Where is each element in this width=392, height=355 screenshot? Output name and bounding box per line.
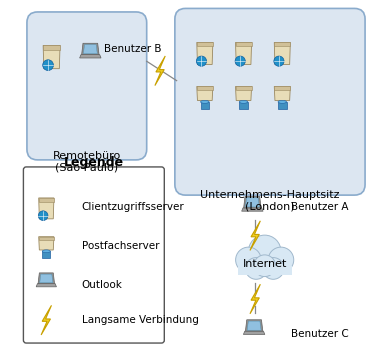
Circle shape (274, 56, 284, 66)
Ellipse shape (201, 100, 209, 103)
Circle shape (38, 211, 48, 220)
Circle shape (235, 56, 245, 66)
FancyBboxPatch shape (27, 12, 147, 160)
Polygon shape (241, 208, 263, 211)
Polygon shape (245, 198, 260, 207)
Polygon shape (155, 56, 165, 86)
Polygon shape (39, 237, 54, 250)
Ellipse shape (278, 100, 287, 103)
Polygon shape (39, 198, 54, 202)
Bar (42, 251, 50, 258)
Polygon shape (80, 55, 101, 58)
Circle shape (262, 258, 284, 279)
Circle shape (196, 56, 207, 66)
Circle shape (43, 60, 53, 71)
Ellipse shape (42, 250, 50, 253)
Polygon shape (36, 284, 56, 287)
FancyBboxPatch shape (175, 9, 365, 195)
Polygon shape (244, 196, 261, 208)
Text: Benutzer C: Benutzer C (291, 329, 349, 339)
Polygon shape (38, 273, 54, 284)
Bar (238, 266, 292, 275)
Text: Benutzer B: Benutzer B (104, 44, 162, 54)
Polygon shape (236, 87, 252, 91)
Text: Unternehmens-Hauptsitz
(London): Unternehmens-Hauptsitz (London) (200, 190, 340, 212)
Text: Benutzer A: Benutzer A (291, 202, 348, 212)
Text: Legende: Legende (64, 156, 124, 169)
Polygon shape (236, 43, 252, 47)
Polygon shape (197, 43, 213, 65)
Text: Outlook: Outlook (82, 280, 122, 290)
Bar (201, 102, 209, 109)
Polygon shape (43, 45, 60, 69)
Polygon shape (41, 305, 51, 335)
Bar (239, 102, 248, 109)
Polygon shape (274, 43, 290, 65)
Circle shape (249, 235, 281, 268)
Text: Internet: Internet (243, 259, 287, 269)
Circle shape (268, 247, 294, 273)
Polygon shape (274, 87, 290, 100)
Text: Postfachserver: Postfachserver (82, 241, 159, 251)
Polygon shape (197, 43, 213, 47)
Polygon shape (274, 43, 290, 47)
Polygon shape (39, 237, 54, 240)
Circle shape (236, 247, 261, 273)
Polygon shape (236, 87, 252, 100)
Circle shape (245, 258, 267, 279)
Text: Clientzugriffsserver: Clientzugriffsserver (82, 202, 184, 212)
Polygon shape (197, 87, 213, 100)
Polygon shape (83, 45, 97, 54)
Polygon shape (39, 198, 54, 219)
Circle shape (254, 255, 276, 277)
Polygon shape (197, 87, 213, 91)
Polygon shape (43, 45, 60, 50)
Bar (278, 102, 287, 109)
Polygon shape (243, 331, 265, 334)
Polygon shape (40, 274, 53, 283)
Polygon shape (247, 321, 261, 330)
FancyBboxPatch shape (24, 167, 164, 343)
Text: Remotebüro
(Sao Paulo): Remotebüro (Sao Paulo) (53, 151, 121, 173)
Polygon shape (82, 43, 99, 55)
Polygon shape (250, 284, 260, 314)
Polygon shape (245, 320, 263, 331)
Polygon shape (236, 43, 252, 65)
Polygon shape (274, 87, 290, 91)
Polygon shape (250, 221, 260, 250)
Ellipse shape (239, 100, 248, 103)
Text: Langsame Verbindung: Langsame Verbindung (82, 315, 198, 325)
